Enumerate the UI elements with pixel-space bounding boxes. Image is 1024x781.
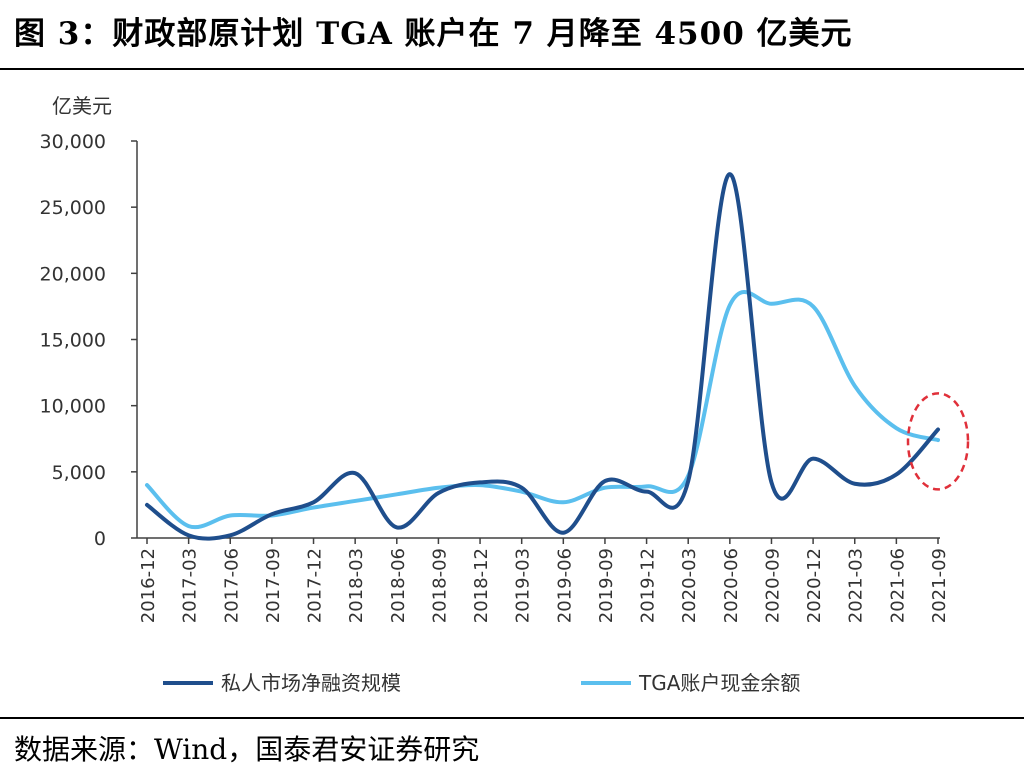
x-tick-label: 2017-09: [263, 548, 284, 623]
title-rule: [0, 68, 1024, 70]
y-tick-label: 15,000: [40, 330, 106, 352]
legend-label-1: 私人市场净融资规模: [221, 671, 401, 695]
y-tick-label: 10,000: [40, 396, 106, 418]
x-tick-label: 2017-12: [305, 548, 326, 623]
x-tick-label: 2017-03: [180, 548, 201, 623]
y-tick-label: 20,000: [40, 263, 106, 285]
highlight-ellipse: [906, 392, 970, 491]
x-tick-label: 2016-12: [138, 548, 159, 623]
x-tick-label: 2018-09: [429, 548, 450, 623]
series-line-2: [145, 289, 940, 530]
x-tick-label: 2019-12: [638, 548, 659, 623]
source-rule: [0, 717, 1024, 719]
figure-title: 图 3：财政部原计划 TGA 账户在 7 月降至 4500 亿美元: [14, 16, 853, 52]
x-tick-label: 2019-06: [554, 548, 575, 623]
x-tick-label: 2020-09: [762, 548, 783, 623]
x-tick-label: 2018-12: [471, 548, 492, 623]
legend-label-2: TGA账户现金余额: [638, 671, 800, 695]
x-tick-label: 2019-09: [596, 548, 617, 623]
x-tick-label: 2017-06: [221, 548, 242, 623]
y-axis-label: 亿美元: [52, 94, 112, 118]
y-tick-label: 0: [94, 528, 106, 550]
x-tick-label: 2019-03: [513, 548, 534, 623]
y-tick-label: 25,000: [40, 197, 106, 219]
x-tick-label: 2020-06: [721, 548, 742, 623]
x-tick-label: 2021-09: [929, 548, 950, 623]
x-tick-label: 2018-03: [346, 548, 367, 623]
source-note: 数据来源：Wind，国泰君安证券研究: [14, 733, 480, 766]
x-tick-label: 2018-06: [388, 548, 409, 623]
y-tick-label: 30,000: [40, 131, 106, 153]
y-tick-label: 5,000: [52, 462, 106, 484]
x-tick-label: 2020-03: [679, 548, 700, 623]
x-tick-label: 2021-06: [887, 548, 908, 623]
x-tick-label: 2020-12: [804, 548, 825, 623]
x-tick-label: 2021-03: [846, 548, 867, 623]
series-line-1: [145, 172, 940, 541]
